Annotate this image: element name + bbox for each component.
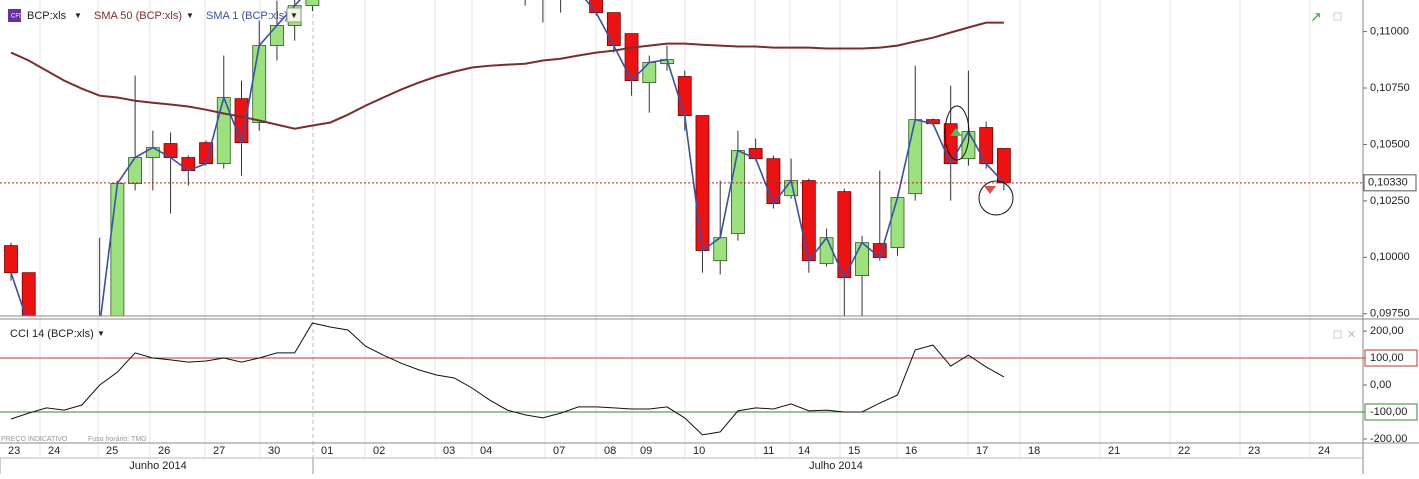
x-tick-label: 26 (158, 445, 170, 457)
buy-marker (950, 128, 962, 136)
annotation-circle (978, 180, 1014, 216)
x-tick-label: 15 (848, 445, 860, 457)
x-tick-label: 23 (8, 445, 20, 457)
y-tick-label: 0,00 (1370, 379, 1391, 391)
month-label: Junho 2014 (129, 460, 187, 472)
candle-body (890, 197, 905, 249)
candle-body (979, 127, 994, 165)
legend-cci[interactable]: CCI 14 (BCP:xls) (10, 328, 94, 340)
panel-button[interactable] (1333, 12, 1342, 21)
panel-button[interactable] (1333, 330, 1342, 339)
candle-body (4, 245, 18, 274)
candle-body (110, 183, 125, 316)
candle-body (305, 0, 320, 7)
candle-body (145, 147, 160, 158)
dropdown-box[interactable] (286, 7, 302, 23)
dropdown-arrow[interactable]: ▼ (186, 11, 194, 20)
dropdown-arrow[interactable]: ▼ (97, 329, 105, 338)
x-tick-label: 24 (48, 445, 60, 457)
last-price-label: 0,10330 (1368, 177, 1408, 189)
x-tick-label: 11 (763, 445, 774, 457)
x-tick-label: 22 (1178, 445, 1190, 457)
candle-body (855, 242, 869, 276)
y-tick-label: 200,00 (1370, 325, 1404, 337)
x-tick-label: 16 (905, 445, 917, 457)
x-tick-label: 09 (640, 445, 652, 457)
legend-symbol[interactable]: BCP:xls (27, 10, 67, 22)
x-tick-label: 30 (268, 445, 280, 457)
x-tick-label: 02 (373, 445, 385, 457)
x-tick-label: 24 (1318, 445, 1330, 457)
y-tick-label: 0,10750 (1370, 82, 1410, 94)
x-tick-label: 14 (798, 445, 810, 457)
trend-icon[interactable]: ↗ (1310, 9, 1322, 25)
candle-body (731, 150, 745, 235)
y-tick-label: -100,00 (1370, 406, 1407, 418)
y-tick-label: 0,10000 (1370, 251, 1410, 263)
legend-sma1[interactable]: SMA 1 (BCP:xls) (206, 10, 288, 22)
dropdown-arrow[interactable]: ▼ (74, 11, 82, 20)
y-tick-label: 0,10500 (1370, 138, 1410, 150)
y-tick-label: 100,00 (1370, 352, 1404, 364)
footer-timezone: Fuso horário: TMG (88, 436, 147, 443)
candle-body (21, 272, 36, 316)
candle-body (252, 45, 267, 123)
x-tick-label: 27 (213, 445, 225, 457)
level-label-box (1364, 403, 1418, 421)
icon-text: CFD (11, 14, 24, 20)
candle-body (624, 33, 639, 81)
y-tick-label: 0,11000 (1370, 26, 1409, 38)
annotation-circle (944, 105, 970, 161)
sell-marker (984, 186, 996, 194)
candle-body (270, 25, 284, 46)
level-label-box (1364, 349, 1418, 367)
close-button[interactable]: ✕ (1347, 329, 1356, 341)
cci-line (10, 322, 1005, 436)
footer-note: PREÇO INDICATIVO (1, 436, 68, 443)
x-tick-label: 21 (1108, 445, 1120, 457)
candle-body (908, 119, 923, 195)
x-tick-label: 25 (106, 445, 118, 457)
x-tick-label: 07 (553, 445, 565, 457)
y-tick-label: -200,00 (1370, 433, 1407, 445)
sma1-line (10, 0, 1005, 316)
candle-body (837, 191, 852, 279)
candle-body (819, 237, 834, 265)
legend-sma50[interactable]: SMA 50 (BCP:xls) (94, 10, 182, 22)
x-tick-label: 17 (976, 445, 988, 457)
x-tick-label: 10 (693, 445, 705, 457)
candle-body (642, 62, 657, 84)
dropdown-arrow[interactable]: ▼ (290, 11, 298, 20)
candle-body (801, 180, 816, 262)
x-tick-label: 18 (1028, 445, 1040, 457)
y-tick-label: 0,10250 (1370, 195, 1410, 207)
x-tick-label: 08 (604, 445, 616, 457)
candle-body (128, 157, 143, 184)
candle-body (677, 76, 692, 116)
month-label: Julho 2014 (809, 460, 863, 472)
candle-body (606, 12, 621, 46)
last-price-box (1363, 174, 1417, 192)
x-tick-label: 03 (443, 445, 455, 457)
x-tick-label: 04 (480, 445, 492, 457)
y-tick-label: 0,09750 (1370, 308, 1410, 320)
sma50-line (10, 21, 1004, 130)
x-tick-label: 01 (321, 445, 333, 457)
x-tick-label: 23 (1248, 445, 1260, 457)
symbol-icon (8, 9, 21, 22)
